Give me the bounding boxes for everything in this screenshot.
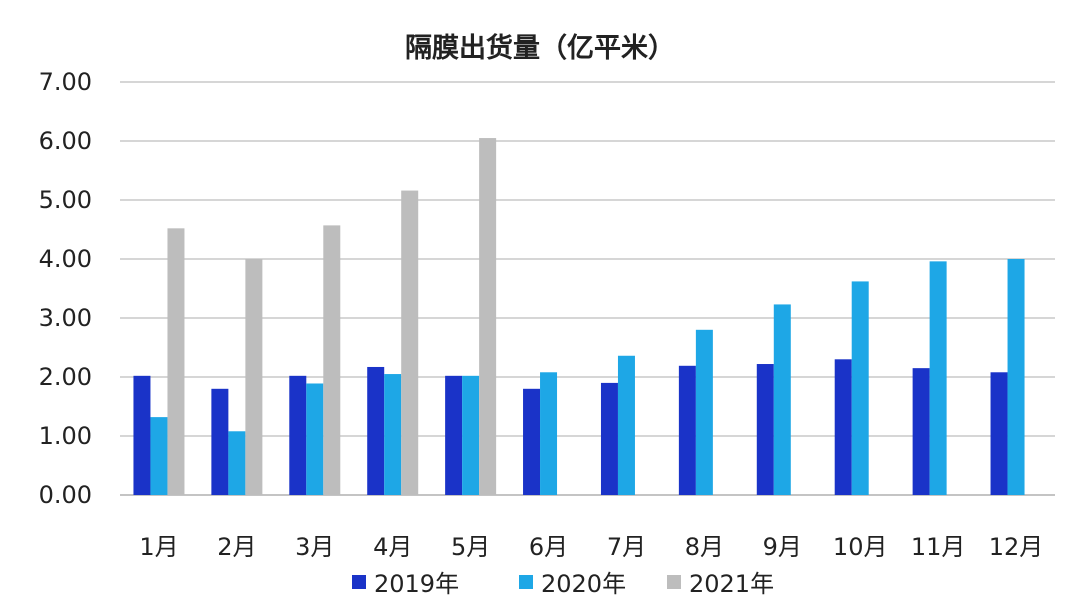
y-tick-label: 7.00 [39,68,92,96]
bar-2019年-2月 [211,388,229,495]
x-tick-label: 2月 [217,533,256,561]
legend-label: 2020年 [541,570,626,598]
bar-2020年-11月 [929,261,947,495]
bar-2019年-7月 [600,382,618,495]
bars [133,138,1025,496]
bar-2019年-10月 [834,359,852,495]
y-tick-label: 0.00 [39,481,92,509]
x-tick-label: 3月 [295,533,334,561]
legend-swatch [519,575,533,589]
bar-2020年-8月 [695,329,713,495]
legend-label: 2019年 [374,570,459,598]
bar-2020年-7月 [617,355,635,495]
legend-label: 2021年 [689,570,774,598]
bar-2020年-5月 [462,375,480,495]
y-axis-ticks: 0.00 1.00 2.00 3.00 4.00 5.00 6.00 7.00 [39,68,92,509]
y-tick-label: 4.00 [39,245,92,273]
x-tick-label: 1月 [139,533,178,561]
x-tick-label: 9月 [763,533,802,561]
bar-2019年-11月 [912,368,930,495]
bar-2020年-9月 [773,304,791,495]
bar-2020年-3月 [306,383,324,495]
legend-swatch [667,575,681,589]
chart-title: 隔膜出货量（亿平米） [405,32,675,64]
bar-2020年-10月 [851,281,869,495]
bar-2021年-3月 [323,225,341,495]
bar-2019年-5月 [445,375,463,495]
y-tick-label: 3.00 [39,304,92,332]
y-tick-label: 2.00 [39,363,92,391]
bar-2020年-6月 [540,372,558,495]
bar-2019年-4月 [367,366,385,495]
y-tick-label: 6.00 [39,127,92,155]
bar-2019年-9月 [756,364,774,495]
x-tick-label: 12月 [989,533,1044,561]
gridlines [120,81,1055,496]
x-tick-label: 5月 [451,533,490,561]
x-tick-label: 6月 [529,533,568,561]
x-tick-label: 11月 [911,533,966,561]
bar-2020年-2月 [228,431,246,495]
bar-2019年-6月 [523,388,541,495]
legend-swatch [352,575,366,589]
x-tick-label: 7月 [607,533,646,561]
bar-2019年-1月 [133,375,151,495]
bar-2019年-8月 [678,365,696,495]
y-tick-label: 1.00 [39,422,92,450]
x-tick-label: 4月 [373,533,412,561]
x-axis-ticks: 1月 2月 3月 4月 5月 6月 7月 8月 9月 10月 11月 12月 [139,533,1043,561]
y-tick-label: 5.00 [39,186,92,214]
legend: 2019年 2020年 2021年 [352,570,774,598]
x-tick-label: 8月 [685,533,724,561]
bar-2021年-4月 [401,190,419,495]
bar-2020年-4月 [384,374,402,495]
bar-2019年-12月 [990,372,1008,495]
bar-2021年-1月 [167,228,185,495]
bar-2020年-12月 [1007,259,1025,495]
bar-2019年-3月 [289,375,307,495]
x-tick-label: 10月 [833,533,888,561]
bar-2021年-5月 [479,138,497,496]
bar-2021年-2月 [245,259,263,495]
bar-2020年-1月 [150,417,168,495]
